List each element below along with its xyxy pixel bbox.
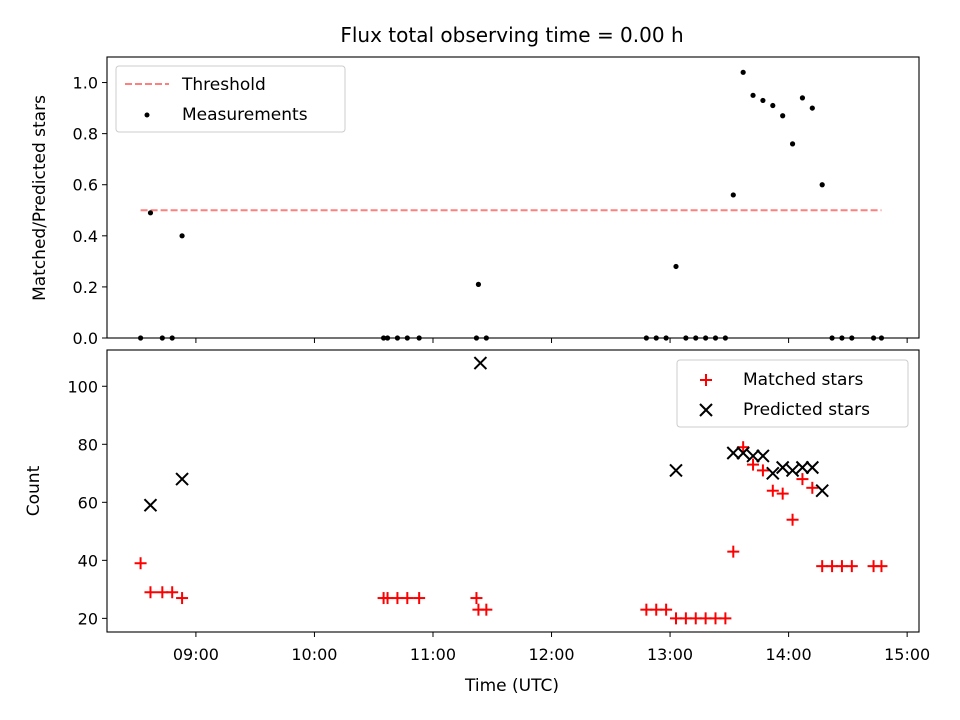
- x-tick-label: 11:00: [410, 645, 456, 664]
- matched-stars-point: [470, 592, 483, 605]
- ratio-y-axis-label: Matched/Predicted stars: [30, 95, 50, 301]
- predicted-stars-point: [746, 449, 760, 463]
- matched-stars-point: [727, 545, 740, 558]
- matched-stars-point: [786, 513, 799, 526]
- predicted-stars-point: [785, 463, 800, 478]
- measurements-point: [740, 69, 746, 75]
- ratio-panel-frame: [106, 56, 920, 339]
- legend-threshold-label: Threshold: [181, 75, 266, 95]
- matched-stars-point: [796, 473, 809, 486]
- x-tick-label: 13:00: [647, 645, 693, 664]
- legend-measurements-label: Measurements: [182, 105, 308, 125]
- ratio-panel: 0.0 0.2 0.4 0.6 0.8 1.0 Matched/Predicted sta…: [30, 56, 920, 348]
- legend-measurements-swatch: [144, 112, 150, 118]
- predicted-stars-point: [815, 484, 829, 498]
- matched-stars-point: [413, 592, 426, 605]
- predicted-stars-point: [795, 460, 810, 475]
- legend-predicted-swatch: [699, 403, 713, 417]
- matched-stars-point: [719, 612, 732, 625]
- predicted-stars-point: [175, 472, 189, 486]
- count-x-ticks: 09:00 10:00 11:00 12:00 13:00 14:00 15:00: [173, 632, 930, 664]
- measurements-point: [809, 105, 815, 111]
- predicted-stars-point: [775, 460, 790, 475]
- x-axis-label: Time (UTC): [464, 676, 559, 696]
- count-panel: 20 40 60 80 100 09:00 10:00 11:00 12:00 13:00 14:…: [24, 349, 930, 696]
- ratio-y-tick-label: 0.8: [73, 125, 98, 144]
- measurements-point: [673, 263, 679, 270]
- measurements-point: [819, 182, 825, 188]
- matched-stars-point: [756, 464, 769, 477]
- chart-title: Flux total observing time = 0.00 h: [340, 23, 683, 47]
- count-y-tick-label: 100: [67, 377, 98, 396]
- ratio-y-tick-label: 1.0: [73, 74, 98, 93]
- matched-stars-point: [166, 586, 179, 599]
- measurements-point: [147, 210, 154, 216]
- measurements-point: [770, 102, 776, 109]
- ratio-legend-box: [115, 65, 346, 133]
- measurements-point: [730, 192, 736, 198]
- ratio-x-ticks: [195, 338, 908, 343]
- count-y-ticks: 20 40 60 80 100: [67, 377, 107, 628]
- x-tick-label: 10:00: [291, 645, 337, 664]
- measurements-point: [799, 95, 806, 101]
- matched-stars-point: [176, 592, 189, 605]
- predicted-stars-point: [473, 356, 488, 370]
- count-y-tick-label: 80: [78, 435, 98, 454]
- measurements-point: [780, 113, 786, 119]
- legend-matched-label: Matched stars: [743, 370, 863, 390]
- x-tick-label: 14:00: [766, 645, 812, 664]
- ratio-y-tick-label: 0.2: [73, 278, 98, 297]
- matched-stars-point: [875, 560, 888, 573]
- x-tick-label: 12:00: [528, 645, 574, 664]
- count-y-tick-label: 40: [78, 551, 98, 570]
- x-tick-label: 09:00: [173, 645, 219, 664]
- matched-stars-point: [845, 560, 858, 573]
- measurements-point: [750, 92, 756, 98]
- matched-stars-point: [776, 487, 789, 500]
- matched-stars-point: [806, 481, 819, 494]
- ratio-y-ticks: 0.0 0.2 0.4 0.6 0.8 1.0: [73, 74, 107, 348]
- predicted-stars-point: [756, 449, 770, 463]
- predicted-stars-point: [805, 460, 820, 475]
- ratio-legend: Threshold Measurements: [115, 65, 346, 133]
- predicted-stars-point: [669, 463, 683, 478]
- matched-stars-point: [134, 557, 147, 570]
- count-y-tick-label: 20: [78, 609, 98, 628]
- ratio-y-tick-label: 0.6: [73, 176, 98, 195]
- matched-stars-point: [660, 603, 673, 616]
- count-y-axis-label: Count: [24, 465, 44, 516]
- ratio-y-tick-label: 0.0: [73, 329, 98, 348]
- predicted-stars-point: [766, 466, 780, 481]
- count-legend-box: [676, 359, 909, 428]
- measurements-point: [760, 97, 766, 104]
- predicted-stars-point: [143, 498, 158, 512]
- measurements-point: [475, 281, 482, 287]
- matched-stars-point: [747, 458, 760, 471]
- measurements-point: [179, 233, 185, 239]
- ratio-y-tick-label: 0.4: [73, 227, 98, 246]
- legend-predicted-label: Predicted stars: [743, 400, 870, 420]
- legend-matched-swatch: [700, 374, 712, 386]
- count-y-tick-label: 60: [78, 493, 98, 512]
- measurements-point: [789, 141, 796, 147]
- matched-stars-point: [480, 603, 493, 616]
- x-tick-label: 15:00: [884, 645, 930, 664]
- predicted-stars-point: [726, 446, 740, 460]
- count-legend: Matched stars Predicted stars: [676, 359, 909, 428]
- matched-stars-point: [401, 592, 414, 605]
- count-marks: [134, 356, 888, 625]
- matched-stars-point: [766, 484, 779, 497]
- predicted-stars-point: [736, 446, 750, 460]
- count-panel-frame: [106, 349, 920, 633]
- matched-stars-point: [144, 586, 157, 599]
